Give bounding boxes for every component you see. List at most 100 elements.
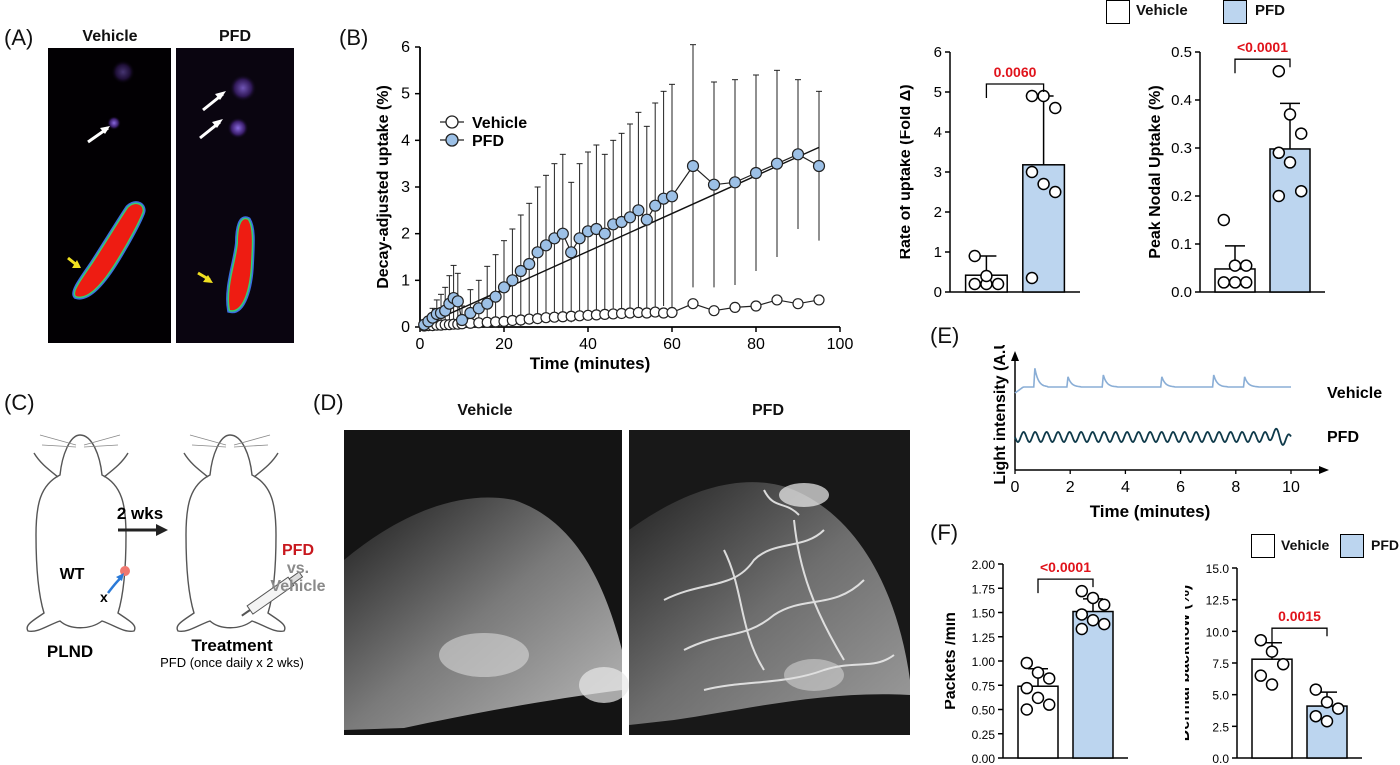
bar-pfd [1269, 148, 1311, 293]
y-axis-label: Dermal backflow (%) [1185, 585, 1193, 741]
significance-bracket [1037, 578, 1094, 594]
mouse-wt-label: WT [60, 566, 85, 583]
y-axis-label: Peak Nodal Uptake (%) [1147, 85, 1164, 258]
y-tick-label: 6 [401, 39, 410, 56]
x-tick-label: 100 [827, 336, 854, 353]
series-label-vehicle: Vehicle [1327, 385, 1382, 402]
legend-marker-vehicle [445, 115, 459, 129]
y-axis-label: Light intensity (A.U.) [992, 345, 1009, 485]
y-tick-label: 0.2 [1171, 188, 1192, 205]
caption-treatment-sub: PFD (once daily x 2 wks) [160, 655, 304, 670]
data-point [1254, 633, 1268, 647]
data-point [1086, 614, 1100, 627]
x-tick-label: 60 [663, 336, 681, 353]
pfd-point [623, 211, 637, 224]
pfd-point [791, 148, 805, 161]
y-tick-label: 1.25 [972, 631, 996, 645]
p-value: 0.0015 [1278, 608, 1321, 624]
y-tick-label: 2.00 [972, 558, 996, 572]
y-tick-label: 5 [934, 84, 942, 101]
data-point [980, 269, 993, 283]
y-tick-label: 4 [401, 132, 410, 149]
x-tick-label: 20 [495, 336, 513, 353]
x-tick-label: 40 [579, 336, 597, 353]
chart-packets-per-min: 0.00 0.25 0.50 0.75 1.00 1.25 1.50 1.75 2.00 Pack… [945, 558, 1128, 765]
panel-d-images [344, 430, 910, 735]
data-point [1272, 64, 1286, 78]
data-point [968, 277, 982, 291]
data-point [1228, 276, 1242, 289]
legend-label-vehicle-f: Vehicle [1281, 537, 1330, 553]
pfd-point [565, 246, 578, 259]
vehicle-scan [48, 48, 171, 343]
y-tick-label: 3 [401, 179, 410, 196]
pfd-point [640, 213, 653, 226]
legend-swatch-pfd-f [1340, 534, 1364, 558]
pfd-point [539, 239, 553, 252]
lymph-node-icon [120, 566, 130, 576]
x-axis-arrow [1319, 466, 1329, 474]
y-axis-label: Decay-adjusted uptake (%) [375, 85, 392, 289]
panel-label-e: (E) [930, 323, 960, 348]
y-axis-label: Rate of uptake (Fold Δ) [900, 84, 914, 259]
data-point [1276, 658, 1290, 671]
pfd-point [514, 264, 527, 278]
pfd-point [632, 204, 645, 217]
data-point [1097, 598, 1111, 611]
data-point [1020, 703, 1034, 716]
p-value: <0.0001 [1040, 559, 1091, 575]
panel-label-a: (A) [4, 25, 34, 50]
y-tick-label: 0.50 [972, 704, 996, 718]
data-point [1239, 276, 1253, 289]
pfd-point [489, 290, 502, 303]
vehicle-point [792, 298, 804, 310]
x-axis-label: Time (minutes) [530, 354, 651, 373]
treat-vs: vs. [287, 560, 309, 577]
pfd-point [451, 295, 464, 308]
y-tick-label: 4 [934, 124, 942, 141]
legend-swatch-vehicle [1106, 0, 1130, 24]
data-point [1042, 672, 1056, 685]
pfd-point [770, 157, 784, 170]
data-point [1283, 156, 1297, 169]
x-tick-label: 4 [1121, 479, 1130, 496]
data-point [1309, 683, 1323, 696]
data-point [1048, 185, 1062, 199]
data-point [1254, 669, 1268, 682]
data-point [1239, 259, 1253, 272]
data-point [1020, 681, 1034, 695]
y-tick-label: 0.3 [1171, 140, 1192, 157]
chart-dermal-backflow: 0.0 2.5 5.0 7.5 10.0 12.5 15.0 Dermal backflow … [1185, 562, 1362, 765]
data-point [1331, 702, 1345, 715]
data-point [1097, 617, 1111, 631]
x-tick-label: 6 [1176, 479, 1185, 496]
data-point [1042, 698, 1056, 711]
treat-vehicle: Vehicle [270, 578, 325, 595]
legend-swatch-pfd [1223, 0, 1247, 24]
y-tick-label: 2 [934, 204, 942, 221]
y-tick-label: 2.5 [1212, 720, 1229, 734]
pfd-point [665, 190, 679, 203]
y-tick-label: 0.1 [1171, 236, 1192, 253]
y-tick-label: 10.0 [1206, 625, 1230, 639]
data-point [1228, 259, 1242, 272]
vehicle-point [687, 298, 699, 310]
y-tick-label: 15.0 [1206, 562, 1230, 576]
pfd-point [598, 227, 611, 240]
y-tick-label: 5 [401, 86, 410, 103]
legend-label-vehicle: Vehicle [472, 115, 527, 132]
x-tick-label: 0 [1011, 479, 1020, 496]
data-point [1048, 101, 1062, 115]
syringe-icon [241, 571, 304, 617]
y-axis-arrow [1011, 351, 1019, 361]
y-tick-label: 0.25 [972, 728, 996, 742]
mouse-right-illustration [176, 434, 286, 633]
legend-swatch-vehicle-f [1251, 534, 1275, 558]
data-point [1037, 89, 1050, 103]
y-tick-label: 7.5 [1212, 657, 1229, 671]
pfd-point [573, 232, 586, 245]
data-point [1075, 622, 1089, 636]
x-mark: x [100, 589, 108, 605]
pfd-point [506, 274, 519, 287]
